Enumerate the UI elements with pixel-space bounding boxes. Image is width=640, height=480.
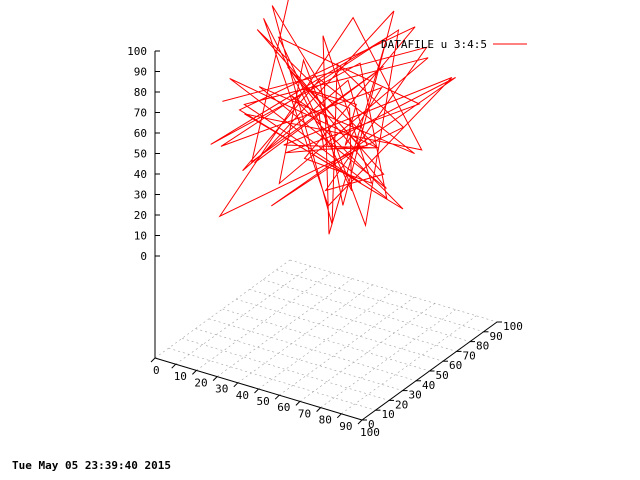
grid-line-x bbox=[196, 272, 332, 371]
x-tick-mark bbox=[254, 388, 259, 394]
grid-line-x bbox=[216, 278, 353, 377]
grid-line-y bbox=[235, 298, 444, 362]
grid-line-y bbox=[276, 269, 484, 333]
y-tick-label: 0 bbox=[368, 418, 375, 431]
x-tick-label: 60 bbox=[277, 401, 290, 414]
x-tick-mark bbox=[171, 363, 177, 369]
timestamp-label: Tue May 05 23:39:40 2015 bbox=[12, 459, 171, 472]
grid-line-x bbox=[279, 296, 415, 396]
data-series bbox=[210, 0, 456, 235]
x-tick-mark bbox=[212, 376, 218, 381]
grid-line-y bbox=[195, 328, 403, 391]
grid-line-x bbox=[320, 309, 456, 408]
x-tick-mark bbox=[192, 370, 197, 375]
y-tick-label: 10 bbox=[382, 408, 395, 421]
x-tick-mark bbox=[274, 394, 280, 400]
legend-label: DATAFILE u 3:4:5 bbox=[381, 38, 487, 51]
z-tick-label: 0 bbox=[140, 250, 147, 263]
x-tick-label: 70 bbox=[298, 407, 311, 420]
grid-line-y bbox=[262, 279, 471, 342]
grid-line-y bbox=[208, 318, 417, 382]
x-tick-label: 0 bbox=[153, 364, 160, 377]
x-tick-mark bbox=[150, 357, 156, 363]
y-tick-label: 40 bbox=[422, 379, 435, 392]
x-tick-label: 20 bbox=[194, 376, 207, 389]
z-tick-label: 80 bbox=[134, 86, 147, 99]
x-tick-label: 40 bbox=[236, 389, 249, 402]
z-tick-label: 20 bbox=[134, 209, 147, 222]
y-tick-label: 60 bbox=[449, 359, 462, 372]
y-tick-label: 80 bbox=[476, 340, 489, 353]
y-tick-label: 90 bbox=[490, 330, 503, 343]
x-tick-mark bbox=[357, 419, 363, 425]
x-tick-label: 90 bbox=[339, 420, 352, 433]
x-tick-label: 100 bbox=[360, 426, 380, 439]
x-tick-mark bbox=[295, 401, 301, 406]
y-tick-label: 30 bbox=[409, 389, 422, 402]
z-tick-label: 50 bbox=[134, 148, 147, 161]
z-tick-label: 90 bbox=[134, 66, 147, 79]
y-tick-label: 50 bbox=[436, 369, 449, 382]
x-tick-label: 10 bbox=[174, 370, 187, 383]
base-grid bbox=[154, 259, 498, 421]
grid-line-y bbox=[222, 308, 430, 372]
x-tick-label: 50 bbox=[257, 395, 270, 408]
grid-line-y bbox=[249, 289, 457, 352]
series-line bbox=[210, 0, 456, 235]
y-tick-label: 100 bbox=[503, 320, 523, 333]
z-tick-label: 10 bbox=[134, 230, 147, 243]
x-tick-label: 80 bbox=[319, 414, 332, 427]
z-tick-label: 40 bbox=[134, 168, 147, 181]
z-tick-label: 100 bbox=[127, 45, 147, 58]
legend: DATAFILE u 3:4:5 bbox=[381, 38, 527, 51]
tick-labels: 0 10 20 30 40 50 60 70 80 90 100010203040506070809… bbox=[127, 45, 523, 439]
z-tick-label: 70 bbox=[134, 107, 147, 120]
y-tick-label: 70 bbox=[463, 349, 476, 362]
x-tick-label: 30 bbox=[215, 383, 228, 396]
grid-line-y bbox=[289, 259, 498, 323]
x-tick-mark bbox=[233, 382, 239, 388]
grid-line-x bbox=[258, 290, 394, 390]
z-tick-label: 60 bbox=[134, 127, 147, 140]
x-tick-mark bbox=[336, 413, 342, 419]
grid-line-y bbox=[181, 338, 390, 401]
grid-line-y bbox=[168, 347, 376, 411]
axes bbox=[150, 50, 502, 425]
y-tick-label: 20 bbox=[395, 398, 408, 411]
z-tick-label: 30 bbox=[134, 189, 147, 202]
x-tick-mark bbox=[316, 407, 321, 412]
